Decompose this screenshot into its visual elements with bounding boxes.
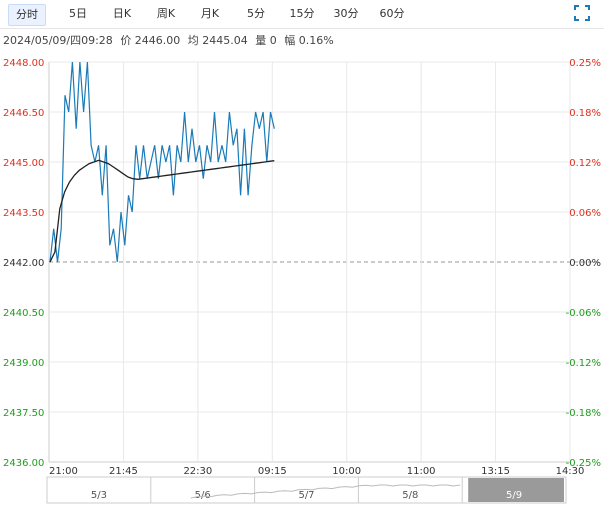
axis-layer: 2448.00 0.25% 2446.50 0.18% 2445.00 0.12% 2443… <box>3 58 601 477</box>
y-tick-label-left: 2439.00 <box>3 358 44 369</box>
grid-layer <box>48 61 600 463</box>
y-tick-label-right: 0.00% <box>569 258 601 269</box>
y-tick-label-left: 2445.00 <box>3 158 44 169</box>
y-tick-label-right: -0.06% <box>566 308 601 319</box>
y-tick-label-right: -0.18% <box>566 408 601 419</box>
y-tick-label-right: -0.12% <box>566 358 601 369</box>
x-tick-label: 22:30 <box>183 466 212 477</box>
line-layer <box>49 61 275 263</box>
tab-5-min[interactable]: 5分 <box>247 7 265 20</box>
info-price: 价 2446.00 <box>120 34 181 47</box>
y-tick-label-right: -0.25% <box>566 458 601 469</box>
tab-15-min[interactable]: 15分 <box>289 7 315 20</box>
y-tick-label-right: 0.18% <box>569 108 601 119</box>
fullscreen-icon[interactable] <box>574 5 590 21</box>
y-tick-label-right: 0.12% <box>569 158 601 169</box>
y-tick-label-left: 2448.00 <box>3 58 44 69</box>
x-tick-label: 21:45 <box>109 466 138 477</box>
tab-5-day[interactable]: 5日 <box>69 7 87 20</box>
date-navigator[interactable]: 5/3 5/6 5/7 5/8 5/9 <box>46 476 567 504</box>
quote-info-bar: 2024/05/09/四09:28 价 2446.00 均 2445.04 量 … <box>3 32 338 48</box>
x-tick-label: 10:00 <box>332 466 361 477</box>
x-tick-label: 13:15 <box>481 466 510 477</box>
navigator-trend-line <box>190 484 461 499</box>
info-volume: 量 0 <box>255 34 277 47</box>
tab-monthly-k[interactable]: 月K <box>200 7 220 20</box>
y-tick-label-left: 2443.50 <box>3 208 44 219</box>
y-tick-label-left: 2437.50 <box>3 408 44 419</box>
x-tick-label: 21:00 <box>49 466 78 477</box>
navigator-day-label[interactable]: 5/6 <box>195 490 211 501</box>
info-datetime: 2024/05/09/四09:28 <box>3 34 113 47</box>
tab-weekly-k[interactable]: 周K <box>156 7 176 20</box>
x-tick-label: 11:00 <box>407 466 436 477</box>
tab-intraday[interactable]: 分时 <box>8 4 46 26</box>
navigator-day-label[interactable]: 5/9 <box>506 490 522 501</box>
y-tick-label-left: 2446.50 <box>3 108 44 119</box>
tab-60-min[interactable]: 60分 <box>379 7 405 20</box>
x-tick-label: 09:15 <box>258 466 287 477</box>
navigator-day-label[interactable]: 5/7 <box>298 490 314 501</box>
y-tick-label-left: 2436.00 <box>3 458 44 469</box>
price-series-line <box>49 61 275 263</box>
navigator-day-label[interactable]: 5/3 <box>91 490 107 501</box>
info-avg: 均 2445.04 <box>187 34 248 47</box>
navigator-day-label[interactable]: 5/8 <box>402 490 418 501</box>
tab-daily-k[interactable]: 日K <box>112 7 132 20</box>
average-series-line <box>49 159 275 263</box>
period-tab-bar: 分时 5日 日K 周K 月K 5分 15分 30分 60分 <box>0 0 604 29</box>
info-change: 幅 0.16% <box>284 34 334 47</box>
x-tick-label: 14:30 <box>556 466 585 477</box>
navigator-selection[interactable] <box>468 478 564 502</box>
y-tick-label-right: 0.06% <box>569 208 601 219</box>
y-tick-label-left: 2440.50 <box>3 308 44 319</box>
tab-30-min[interactable]: 30分 <box>333 7 359 20</box>
y-tick-label-left: 2442.00 <box>3 258 44 269</box>
y-tick-label-right: 0.25% <box>569 58 601 69</box>
